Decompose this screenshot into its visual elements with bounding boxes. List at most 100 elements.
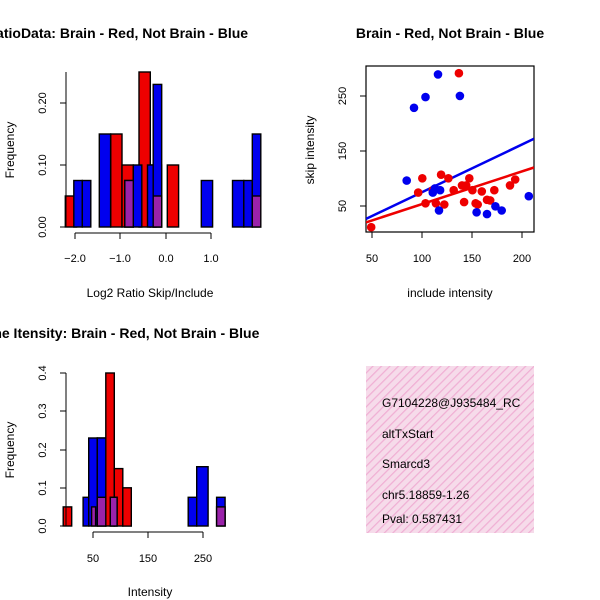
intensity-purple-bar-1 [96,496,107,527]
ratio-x-tick-1: −1.0 [109,253,131,265]
intensity-blue-bar-4 [187,496,198,527]
scatter-red-point-10 [454,68,464,78]
ratio-blue-bar-2 [98,133,112,228]
scatter-blue-point-12 [497,206,507,215]
ratio-blue-bar-0 [73,179,84,228]
ratio-y-tick-2: 0.20 [37,92,49,113]
ratio-y-label: Frequency [3,122,17,179]
scatter-red-point-23 [510,175,520,184]
ratio-x-tick-2: 0.0 [158,253,173,265]
intensity-y-tick-0: 0.0 [37,518,49,533]
scatter-y-tick-1: 150 [337,142,349,160]
scatter-x-label: include intensity [407,286,492,300]
scatter-title: Brain - Red, Not Brain - Blue [356,25,544,41]
ratio-x-label: Log2 Ratio Skip/Include [87,286,214,300]
intensity-histogram-y-axis: 0.0 0.1 0.2 0.3 0.4 [37,365,67,534]
scatter-y-tick-2: 250 [337,87,349,105]
ratio-x-tick-0: −2.0 [64,253,86,265]
intensity-y-tick-1: 0.1 [37,480,49,495]
ratio-histogram-x-axis: −2.0 −1.0 0.0 1.0 [64,232,219,265]
info-pval: Pval: 0.587431 [382,512,462,526]
ratio-red-bar-1 [109,133,123,228]
scatter-plot-frame [365,65,535,233]
intensity-x-label: Intensity [128,585,173,599]
ratio-x-tick-3: 1.0 [203,253,218,265]
scatter-red-point-22 [505,181,515,190]
ratio-blue-bar-7 [200,179,214,228]
scatter-x-tick-2: 150 [463,253,481,265]
scatter-points [366,68,534,232]
intensity-blue-bar-0 [82,496,90,527]
scatter-blue-point-13 [524,191,534,201]
scatter-blue-point-1 [409,103,419,113]
intensity-purple-bar-3 [215,506,226,527]
scatter-red-point-6 [436,170,446,179]
scatter-x-tick-1: 100 [413,253,431,265]
scatter-red-point-12 [459,197,469,207]
info-location: chr5.18859-1.26 [382,488,470,502]
intensity-x-tick-2: 250 [194,553,212,565]
intensity-histogram-x-axis: 50 150 250 [87,531,212,565]
scatter-red-point-7 [440,200,449,209]
scatter-x-tick-3: 200 [513,253,531,265]
scatter-red-point-17 [473,200,483,209]
scatter-red-point-20 [485,196,495,205]
ratio-histogram-title: RatioData: Brain - Red, Not Brain - Blue [0,25,248,41]
ratio-red-bar-3 [138,71,152,228]
intensity-red-bar-4 [122,487,133,527]
intensity-y-label: Frequency [3,422,17,479]
scatter-blue-point-5 [433,70,443,79]
scatter-plot: Brain - Red, Not Brain - Blue 50 100 150… [303,25,544,300]
scatter-blue-point-9 [472,208,481,217]
scatter-blue-point-0 [402,176,412,185]
info-gene-name: Smarcd3 [382,457,430,471]
intensity-y-tick-3: 0.3 [37,403,49,418]
scatter-y-label: skip intensity [303,116,317,185]
scatter-blue-point-10 [482,209,492,219]
scatter-red-point-15 [468,185,477,195]
intensity-x-tick-1: 150 [139,553,157,565]
intensity-histogram-title: Gene Itensity: Brain - Red, Not Brain - … [0,325,260,341]
ratio-red-bar-5 [166,164,180,228]
scatter-red-point-13 [461,181,471,190]
ratio-purple-bar-2 [251,195,262,228]
scatter-red-point-14 [465,174,474,183]
scatter-red-point-9 [449,185,459,195]
ratio-histogram-bars [64,71,262,228]
scatter-x-axis: 50 100 150 200 [366,232,531,265]
intensity-purple-bar-0 [90,506,97,527]
scatter-red-point-8 [444,174,453,183]
scatter-red-point-2 [418,174,427,183]
ratio-blue-bar-1 [81,179,92,228]
scatter-blue-point-8 [455,91,465,101]
ratio-histogram: RatioData: Brain - Red, Not Brain - Blue… [0,25,262,300]
ratio-y-tick-1: 0.10 [37,154,49,175]
intensity-red-bar-0 [62,506,73,527]
ratio-blue-bar-8 [231,179,245,228]
scatter-fit-line-red [366,166,534,224]
info-event-id: G7104228@J935484_RC [382,396,521,410]
scatter-x-tick-0: 50 [366,253,378,265]
intensity-histogram-bars [62,372,226,527]
scatter-y-tick-0: 50 [337,200,349,212]
info-box: G7104228@J935484_RC altTxStart Smarcd3 c… [366,366,534,533]
ratio-blue-bar-4 [132,164,143,228]
intensity-purple-bar-2 [109,496,118,527]
scatter-blue-point-2 [421,92,430,102]
scatter-blue-point-11 [491,202,500,211]
scatter-red-point-3 [421,199,430,208]
ratio-histogram-y-axis: 0.00 0.10 0.20 [37,72,67,238]
ratio-blue-bar-9 [243,179,254,228]
intensity-histogram: Gene Itensity: Brain - Red, Not Brain - … [0,325,260,599]
scatter-red-point-21 [490,185,499,195]
intensity-y-tick-2: 0.2 [37,442,49,457]
scatter-blue-point-6 [434,206,444,215]
ratio-purple-bar-1 [152,195,163,228]
scatter-red-point-0 [366,222,376,232]
ratio-y-tick-0: 0.00 [37,216,49,237]
scatter-red-point-18 [477,187,487,196]
ratio-purple-bar-0 [124,179,135,228]
info-event-type: altTxStart [382,427,434,441]
intensity-x-tick-0: 50 [87,553,99,565]
